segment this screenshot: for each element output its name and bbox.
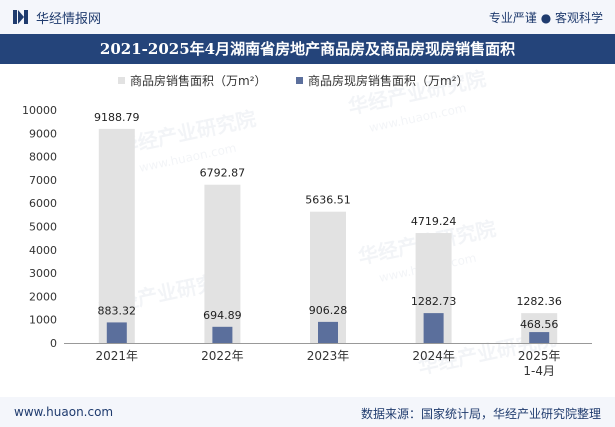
y-tick-label: 1000 xyxy=(29,314,57,327)
axes: 0 1000 2000 3000 4000 5000 6000 7000 8000 9000 100… xyxy=(22,104,592,378)
legend-label: 商品房销售面积（万m²） xyxy=(130,73,267,88)
top-bar: 华经情报网 专业严谨 ● 客观科学 xyxy=(0,0,615,34)
footer: www.huaon.com 数据来源：国家统计局，华经产业研究院整理 xyxy=(0,397,615,427)
y-tick-label: 3000 xyxy=(29,267,57,280)
data-label-sales-area: 6792.87 xyxy=(200,167,246,180)
bar-sales-area xyxy=(310,211,346,343)
x-tick-label: 2025年 xyxy=(518,349,561,363)
data-label-existing-sales-area: 906.28 xyxy=(309,304,348,317)
y-tick-label: 4000 xyxy=(29,244,57,257)
bar-existing-sales-area xyxy=(212,326,233,343)
bars xyxy=(98,128,558,343)
data-label-sales-area: 4719.24 xyxy=(411,215,457,228)
x-tick-label: 2022年 xyxy=(201,349,244,363)
legend-swatch xyxy=(296,77,303,84)
data-label-sales-area: 1282.36 xyxy=(516,295,562,308)
bar-existing-sales-area xyxy=(318,321,338,343)
y-tick-label: 6000 xyxy=(29,197,57,210)
brand-name: 华经情报网 xyxy=(36,11,102,27)
data-label-existing-sales-area: 883.32 xyxy=(98,304,137,317)
x-tick-label: 2024年 xyxy=(412,349,455,363)
bar-existing-sales-area xyxy=(423,313,444,343)
x-tick-label: 2023年 xyxy=(307,349,350,363)
y-tick-label: 10000 xyxy=(22,104,57,117)
chart-title: 2021-2025年4月湖南省房地产商品房及商品房现房销售面积 xyxy=(99,40,516,58)
bar-existing-sales-area xyxy=(106,322,127,343)
footer-source: 数据来源：国家统计局，华经产业研究院整理 xyxy=(360,407,601,421)
data-label-sales-area: 5636.51 xyxy=(305,194,351,207)
y-tick-label: 2000 xyxy=(29,290,57,303)
title-bar: 2021-2025年4月湖南省房地产商品房及商品房现房销售面积 xyxy=(0,34,615,64)
data-label-existing-sales-area: 1282.73 xyxy=(411,295,457,308)
bar-sales-area xyxy=(98,128,135,343)
data-labels: 9188.79 883.32 6792.87 694.89 5636.51 906.28 4… xyxy=(94,111,562,331)
data-label-existing-sales-area: 468.56 xyxy=(520,318,559,331)
y-tick-label: 0 xyxy=(50,337,57,350)
y-tick-label: 7000 xyxy=(29,174,57,187)
y-tick-label: 9000 xyxy=(29,127,57,140)
legend-label: 商品房现房销售面积（万m²） xyxy=(308,73,469,88)
legend: 商品房销售面积（万m²） 商品房现房销售面积（万m²） xyxy=(118,73,469,88)
x-tick-label: 1-4月 xyxy=(523,364,555,378)
chart: 华经产业研究院 www.huaon.com 华经产业研究院 www.huaon.… xyxy=(22,66,592,379)
y-tick-label: 8000 xyxy=(29,151,57,164)
data-label-sales-area: 9188.79 xyxy=(94,111,140,124)
legend-swatch xyxy=(118,77,125,84)
bar-sales-area xyxy=(204,184,241,343)
brand-logo-icon xyxy=(13,10,28,24)
footer-url[interactable]: www.huaon.com xyxy=(14,405,114,419)
x-tick-label: 2021年 xyxy=(96,349,139,363)
data-label-existing-sales-area: 694.89 xyxy=(203,309,242,322)
brand: 华经情报网 xyxy=(12,8,102,27)
bar-existing-sales-area xyxy=(529,332,550,343)
y-tick-label: 5000 xyxy=(29,221,57,234)
slogan: 专业严谨 ● 客观科学 xyxy=(488,11,603,25)
